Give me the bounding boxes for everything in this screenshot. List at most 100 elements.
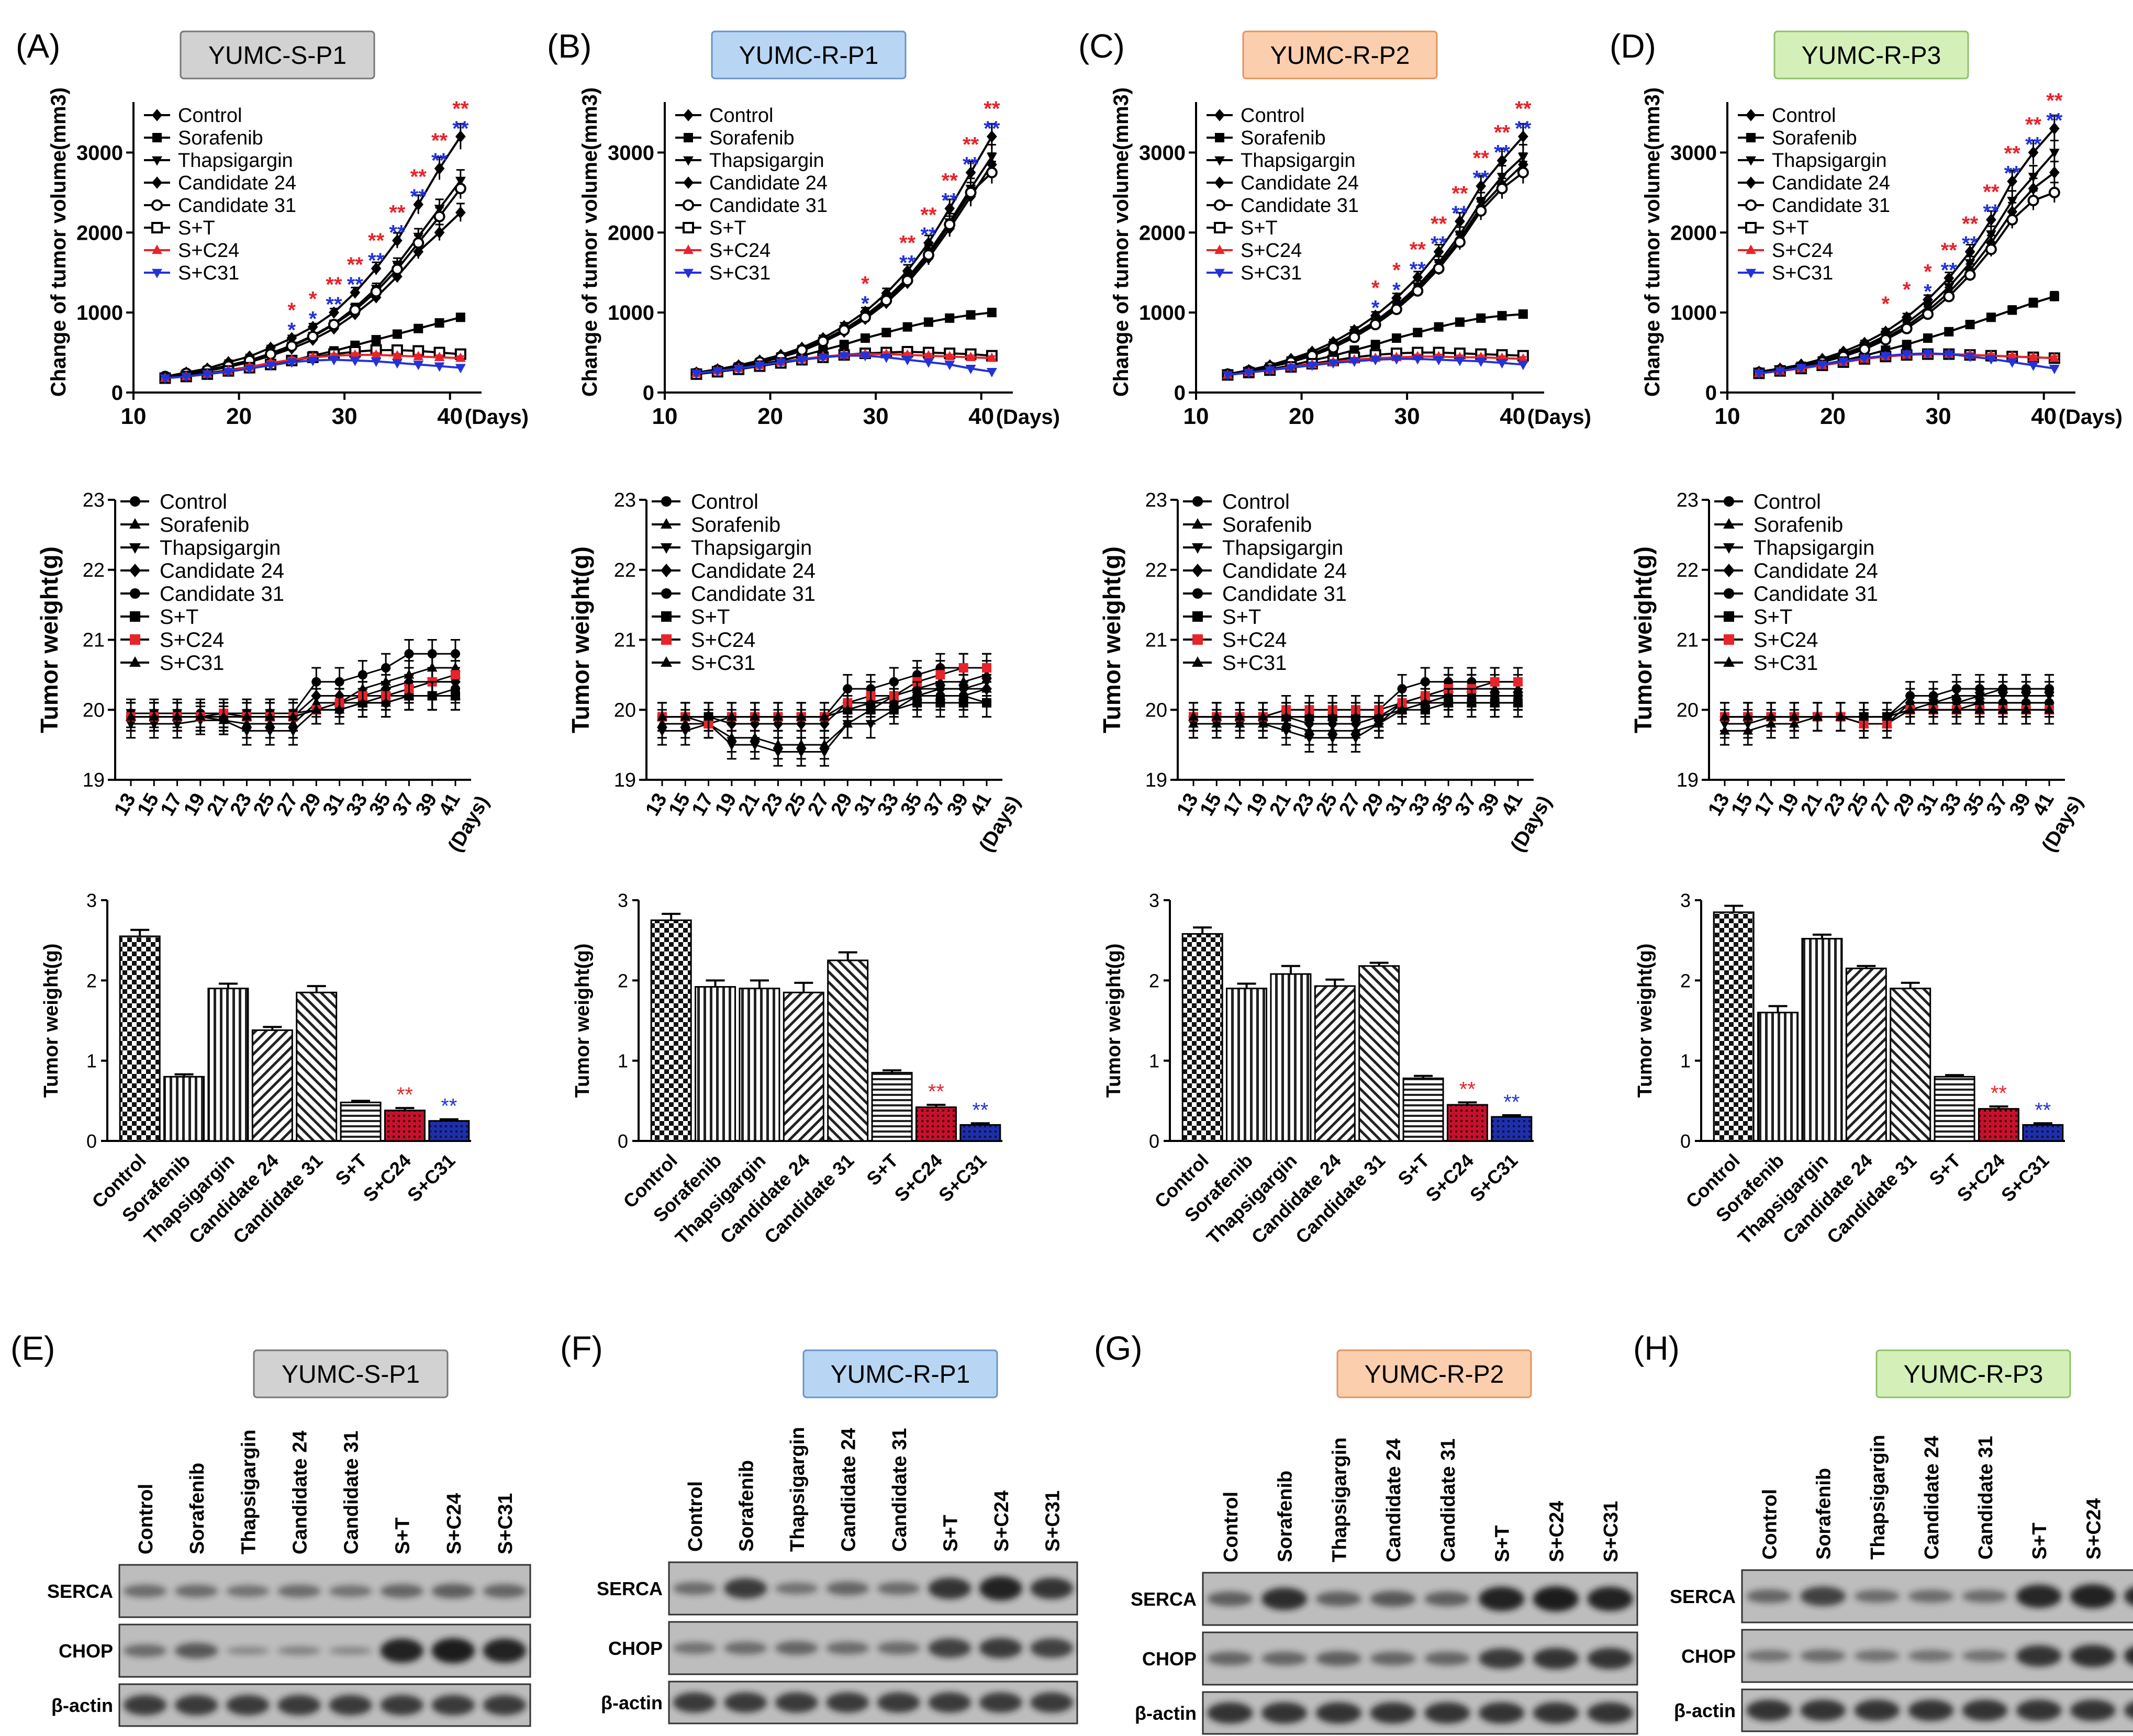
y-tick-label: 23	[1677, 489, 1699, 511]
legend-label: Candidate 24	[178, 172, 296, 194]
blot-band	[2124, 1647, 2133, 1665]
x-axis-label: (Days)	[465, 406, 529, 429]
marker-inverted-triangle	[1391, 355, 1402, 365]
blot-band	[1424, 1591, 1470, 1607]
blot-band	[928, 1577, 971, 1599]
marker-triangle	[413, 351, 424, 361]
marker-square	[684, 133, 693, 142]
marker-inverted-triangle	[819, 748, 830, 758]
significance-blue: **	[1431, 232, 1447, 255]
category-label: S+C24	[1422, 1150, 1478, 1206]
blot-band	[1908, 1699, 1954, 1721]
marker-open-circle	[965, 186, 977, 198]
marker-diamond	[1746, 109, 1756, 121]
blot-band	[380, 1638, 423, 1663]
marker-inverted-triangle	[434, 362, 445, 372]
legend-label: S+T	[1772, 217, 1809, 239]
bar	[871, 1072, 913, 1142]
marker-inverted-triangle	[657, 727, 667, 737]
marker-square	[982, 663, 991, 673]
marker-square	[2007, 305, 2017, 315]
cell-line-title: YUMC-R-P3	[1904, 1361, 2043, 1388]
legend-label: Sorafenib	[160, 513, 249, 536]
significance-annotation: **	[1991, 1082, 2007, 1105]
marker-triangle	[958, 690, 969, 700]
marker-triangle	[1835, 711, 1846, 721]
marker-open-circle	[2048, 186, 2060, 198]
marker-triangle	[1882, 711, 1892, 721]
significance-red: **	[1962, 212, 1979, 236]
marker-triangle	[334, 704, 345, 714]
bar	[2022, 1124, 2064, 1142]
volume-chart-D: (D) YUMC-R-P3 0 1000 2000 3000 10 20 30 40 (Days) C…	[1610, 27, 2123, 429]
marker-square	[1513, 677, 1523, 687]
blot-band	[1962, 1650, 2008, 1662]
marker-circle	[130, 588, 140, 599]
significance-red: **	[942, 169, 958, 192]
category-label: S+C31	[1466, 1150, 1522, 1206]
x-tick-label: 20	[1289, 404, 1314, 429]
marker-triangle	[381, 697, 392, 707]
marker-triangle	[152, 244, 162, 254]
bar	[1845, 967, 1887, 1142]
marker-triangle	[357, 697, 368, 707]
cell-line-title: YUMC-R-P1	[739, 42, 879, 70]
blot-band	[826, 1641, 869, 1655]
marker-diamond	[350, 286, 361, 299]
y-axis-label: Tumor weight(g)	[572, 944, 594, 1098]
legend-label: Thapsigargin	[1241, 150, 1356, 172]
significance-annotation: **	[972, 1099, 988, 1122]
y-tick-label: 0	[86, 1130, 97, 1152]
marker-triangle	[965, 351, 976, 361]
weight-time-chart-C-weight: 1920212223131517192123252729313335373941…	[1098, 489, 1556, 856]
marker-square	[1192, 634, 1203, 645]
y-axis-label: Tumor weight(g)	[1634, 944, 1656, 1098]
marker-inverted-triangle	[1265, 366, 1275, 376]
x-axis-label: (Days)	[1527, 406, 1591, 429]
y-tick-label: 1	[1680, 1050, 1691, 1072]
blot-band	[928, 1638, 971, 1658]
legend-label: S+C24	[160, 629, 224, 652]
lane-label: Candidate 31	[1975, 1436, 1997, 1560]
marker-inverted-triangle	[1192, 543, 1203, 554]
marker-open-circle	[986, 166, 998, 178]
blot-band	[1854, 1589, 1900, 1603]
blot-row-label: CHOP	[1142, 1648, 1197, 1670]
y-tick-label: 22	[83, 559, 105, 581]
bar	[1446, 1104, 1488, 1142]
legend-label: Thapsigargin	[709, 150, 824, 172]
bar	[783, 991, 824, 1142]
marker-triangle	[1489, 697, 1500, 707]
blot-band	[826, 1581, 869, 1596]
lane-label: S+C31	[1600, 1501, 1622, 1562]
x-tick-label: 40	[1500, 404, 1525, 429]
marker-triangle	[264, 711, 275, 721]
legend-label: Sorafenib	[1754, 513, 1843, 536]
marker-triangle	[1211, 711, 1222, 721]
marker-inverted-triangle	[152, 268, 162, 278]
marker-triangle	[1997, 704, 2008, 714]
blot-band	[1424, 1651, 1470, 1666]
marker-inverted-triangle	[1923, 349, 1933, 359]
y-tick-label: 3	[86, 890, 97, 911]
marker-triangle	[129, 656, 141, 667]
legend-label: Candidate 24	[1754, 559, 1878, 583]
marker-square	[152, 133, 162, 142]
blot-band	[1207, 1702, 1253, 1724]
marker-triangle	[1192, 656, 1203, 667]
marker-open-circle	[151, 199, 163, 211]
legend-label: Control	[1222, 490, 1290, 513]
blot-band	[1370, 1651, 1416, 1666]
marker-inverted-triangle	[1433, 356, 1444, 366]
marker-inverted-triangle	[1243, 368, 1254, 378]
blot-band	[979, 1692, 1022, 1713]
legend-label: Thapsigargin	[178, 150, 293, 172]
category-label: S+T	[331, 1150, 371, 1190]
marker-triangle	[1723, 518, 1735, 529]
y-axis-label: Change of tumor volume(mm3)	[47, 87, 70, 397]
marker-inverted-triangle	[160, 374, 171, 384]
significance-red: *	[309, 288, 317, 311]
marker-triangle	[1723, 656, 1735, 667]
x-tick-label: 10	[1715, 404, 1740, 429]
marker-inverted-triangle	[1859, 354, 1870, 364]
